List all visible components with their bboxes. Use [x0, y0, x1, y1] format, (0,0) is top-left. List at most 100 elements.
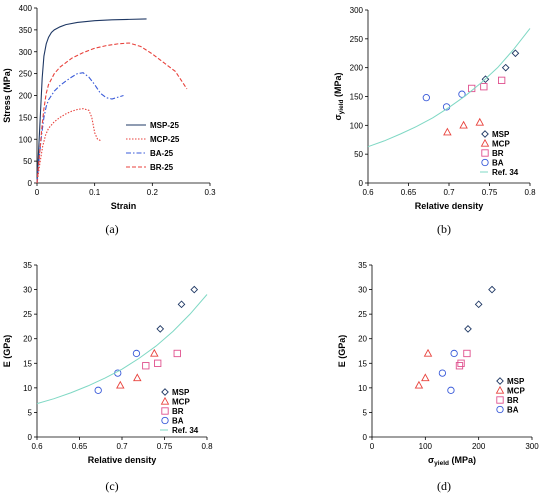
y-tick-label: 15	[358, 359, 367, 368]
data-point-mcp	[423, 348, 433, 357]
y-tick-label: 50	[23, 157, 32, 166]
y-tick-label: 30	[358, 286, 367, 295]
x-tick-label: 0.1	[89, 188, 101, 197]
y-axis-label-main: σ	[333, 114, 343, 120]
legend-label: BR	[507, 396, 519, 405]
data-point-msp	[474, 300, 483, 309]
x-tick-label: 100	[419, 442, 433, 451]
legend-marker	[161, 407, 169, 415]
x-tick-label: 0.7	[443, 188, 455, 197]
data-point-br	[457, 359, 465, 367]
legend-marker	[496, 377, 504, 385]
x-tick-label: 0.8	[524, 188, 536, 197]
legend-label: MCP	[507, 387, 525, 396]
y-tick-label: 25	[23, 310, 32, 319]
data-point-br	[154, 359, 162, 367]
y-tick-label: 0	[28, 179, 33, 188]
legend-label: Ref. 34	[172, 426, 199, 435]
y-tick-label: 20	[23, 335, 32, 344]
x-tick-label: 0	[35, 188, 40, 197]
x-axis-label: Relative density	[415, 201, 484, 211]
data-point-msp	[177, 300, 186, 309]
data-point-br	[463, 349, 471, 358]
panel-d: 0 100 200 300 0 5 10 15 20 25 30 35 σyield (MPa) E (G…	[337, 261, 539, 493]
data-point-mcp	[443, 127, 452, 136]
legend-marker	[161, 416, 169, 425]
data-point-msp	[190, 285, 199, 294]
y-tick-label: 0	[28, 433, 33, 442]
legend-marker	[480, 138, 490, 147]
data-point-ba	[458, 90, 466, 98]
legend-label: BR-25	[150, 163, 174, 172]
legend-label: MCP	[172, 398, 190, 407]
data-point-br	[142, 362, 150, 370]
data-point-msp	[464, 325, 472, 333]
data-point-ba	[447, 386, 455, 394]
legend-label: MSP	[507, 377, 525, 386]
data-point-ba	[422, 94, 430, 102]
y-tick-label: 300	[350, 6, 364, 15]
series-line-br-25	[36, 42, 188, 184]
x-axis-label-main: σ	[428, 455, 434, 465]
legend-label: BA	[172, 417, 184, 426]
data-point-msp	[156, 325, 165, 333]
legend-marker	[481, 158, 489, 167]
data-point-mcp	[459, 120, 468, 129]
legend-label: BA-25	[150, 149, 174, 158]
y-tick-label: 250	[350, 35, 364, 44]
legend-label: BR	[492, 149, 504, 158]
legend-marker	[496, 405, 504, 414]
series-line-mcp-25	[36, 108, 101, 184]
data-point-ba	[94, 386, 102, 394]
x-tick-label: 0.75	[482, 188, 498, 197]
x-axis-label-sub: yield	[434, 460, 449, 467]
x-tick-label: 0.75	[157, 442, 173, 451]
data-point-ba	[438, 369, 447, 377]
legend-label: MCP-25	[150, 135, 180, 144]
series-line-msp-25	[36, 18, 147, 184]
y-tick-label: 100	[19, 135, 33, 144]
y-tick-label: 5	[363, 408, 368, 417]
y-axis-label: E (GPa)	[2, 335, 12, 368]
y-tick-label: 0	[363, 433, 368, 442]
data-point-br	[498, 76, 506, 85]
data-point-ba	[450, 349, 458, 358]
legend-label: MCP	[492, 140, 510, 149]
y-tick-label: 35	[358, 261, 367, 270]
legend-marker	[495, 385, 505, 394]
legend-label: MSP	[172, 388, 190, 397]
y-tick-label: 5	[28, 408, 33, 417]
data-point-br	[480, 83, 488, 91]
y-tick-label: 300	[19, 48, 33, 57]
data-point-br	[173, 349, 181, 358]
x-tick-label: 200	[472, 442, 486, 451]
legend-marker	[496, 396, 504, 404]
data-point-mcp	[150, 348, 159, 357]
data-point-mcp	[475, 117, 485, 126]
y-tick-label: 10	[23, 384, 32, 393]
x-tick-label: 0.65	[72, 442, 88, 451]
y-axis-label-sub: yield	[338, 99, 345, 114]
x-axis-label: Relative density	[88, 455, 157, 465]
y-tick-label: 50	[354, 150, 363, 159]
series-line-ref-34	[367, 28, 531, 148]
legend: MSP-25 MCP-25 BA-25 BR-25	[126, 121, 180, 172]
x-tick-label: 0.2	[147, 188, 159, 197]
legend-marker	[481, 149, 489, 157]
legend-marker	[161, 388, 169, 396]
x-tick-label: 0	[370, 442, 375, 451]
data-point-msp	[511, 49, 520, 58]
panel-c: 0.6 0.65 0.7 0.75 0.8 0 5 10 15 20 25 30 35 Relative …	[2, 261, 213, 493]
y-tick-label: 250	[19, 70, 33, 79]
data-point-mcp	[421, 373, 430, 382]
y-tick-label: 15	[23, 359, 32, 368]
x-tick-label: 0.6	[31, 442, 43, 451]
y-axis-label-unit: (MPa)	[333, 73, 343, 100]
y-axis-label: E (GPa)	[337, 335, 347, 368]
y-tick-label: 350	[19, 26, 33, 35]
y-tick-label: 400	[19, 4, 33, 13]
x-axis-label-unit: (MPa)	[449, 455, 476, 465]
